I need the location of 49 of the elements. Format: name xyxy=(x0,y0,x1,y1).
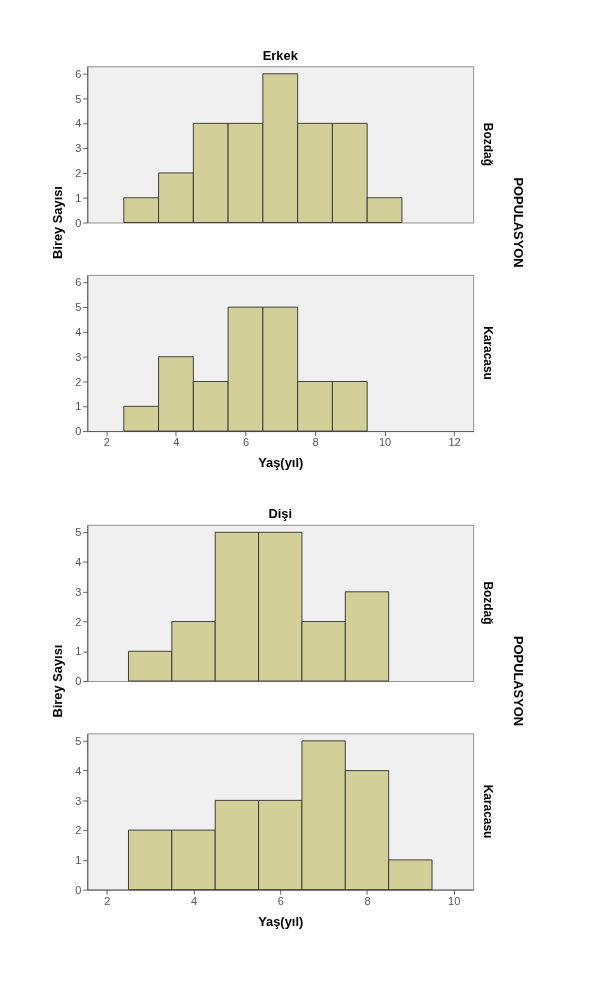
y-tick-label: 3 xyxy=(75,585,82,598)
y-tick-label: 2 xyxy=(75,615,82,628)
text: POPULASYON xyxy=(510,177,526,268)
y-tick-label: 3 xyxy=(75,350,82,363)
text: POPULASYON xyxy=(510,636,526,727)
y-tick-label: 1 xyxy=(75,854,82,867)
y-tick-label: 3 xyxy=(75,794,82,807)
x-tick-label: 8 xyxy=(312,436,319,449)
y-tick-label: 5 xyxy=(75,526,82,539)
x-tick-label: 4 xyxy=(173,436,180,449)
y-tick-label: 3 xyxy=(75,142,82,155)
y-tick-label: 1 xyxy=(75,400,82,413)
x-tick-label: 6 xyxy=(242,436,250,449)
y2-axis-title: Bozdağ xyxy=(481,581,496,625)
y-tick-label: 5 xyxy=(75,92,82,105)
chart-title: Dişi xyxy=(268,506,293,522)
y-tick-label: 4 xyxy=(75,556,82,569)
y-tick-label: 4 xyxy=(75,117,82,130)
chart-title: Erkek xyxy=(262,47,299,63)
x-tick-label: 2 xyxy=(104,894,111,907)
x-tick-label: 8 xyxy=(364,894,371,907)
x-tick-label: 12 xyxy=(448,436,461,449)
y-tick-label: 0 xyxy=(75,675,82,688)
y-tick-label: 6 xyxy=(75,67,82,80)
x-tick-label: 10 xyxy=(448,894,461,907)
y-tick-label: 4 xyxy=(75,326,82,339)
y-tick-label: 6 xyxy=(75,276,82,289)
x-tick-label: 4 xyxy=(190,894,198,907)
y-tick-label: 5 xyxy=(75,301,82,314)
y-tick-label: 5 xyxy=(75,734,82,747)
x-tick-label: 2 xyxy=(103,436,110,449)
y2-axis-title: Bozdağ xyxy=(481,122,496,166)
y-tick-label: 0 xyxy=(75,883,82,896)
y-tick-label: 2 xyxy=(75,375,82,388)
y-tick-label: 1 xyxy=(75,191,82,204)
y-tick-label: 2 xyxy=(75,167,82,180)
x-axis-title: Yaş(yıl) xyxy=(258,455,304,471)
y2-axis-title: Karacasu xyxy=(481,326,496,380)
y-tick-label: 0 xyxy=(75,216,82,229)
x-tick-label: 10 xyxy=(378,436,392,449)
y2-axis-title: Karacasu xyxy=(481,784,496,839)
y-tick-label: 2 xyxy=(75,824,82,837)
y-tick-label: 1 xyxy=(75,645,82,658)
y-tick-label: 4 xyxy=(75,764,82,777)
x-tick-label: 6 xyxy=(277,894,284,907)
y-tick-label: 0 xyxy=(75,425,82,438)
x-axis-title: Yaş(yıl) xyxy=(258,913,304,929)
y-axis-title: Birey Sayısı xyxy=(49,186,65,259)
y-axis-title: Birey Sayısı xyxy=(49,644,65,718)
